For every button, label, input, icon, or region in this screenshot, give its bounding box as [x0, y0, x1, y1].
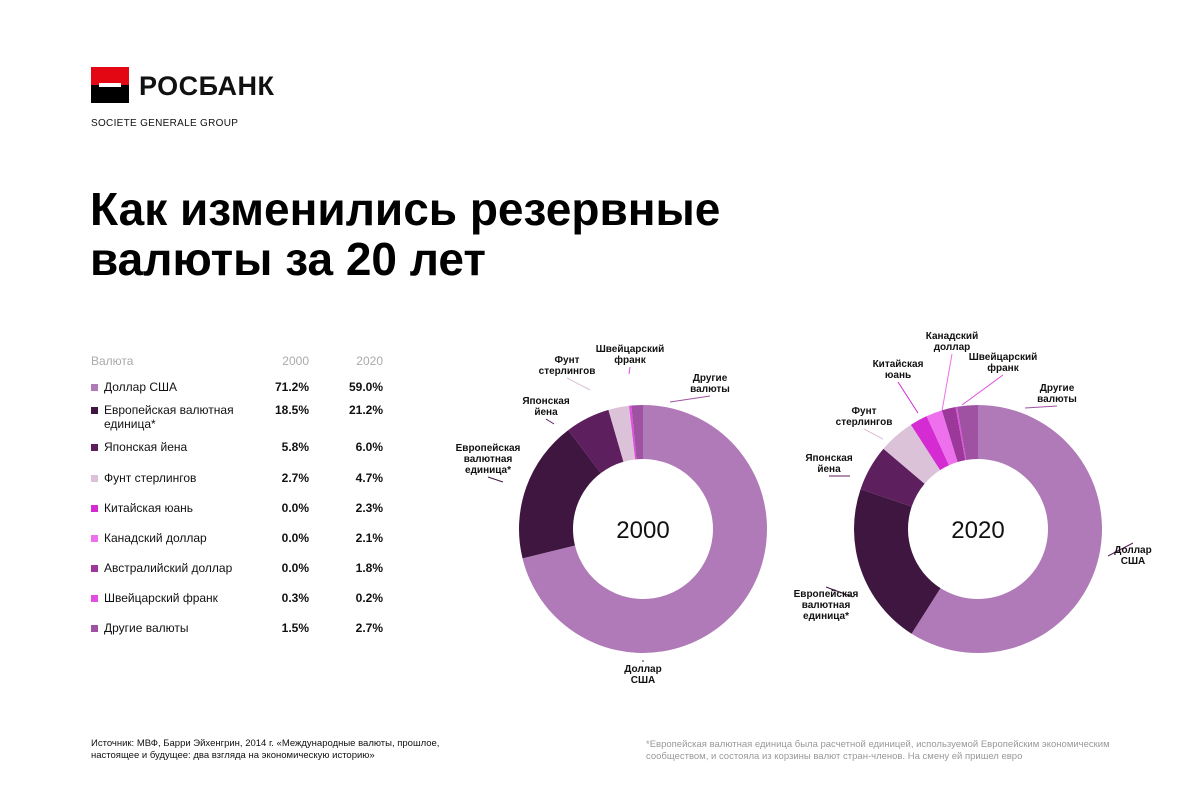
leader-line: [1107, 542, 1134, 557]
chart-center-label: 2000: [616, 517, 669, 544]
slice-label: Фунт стерлингов: [836, 406, 893, 428]
donut-chart-2020: Доллар США Европейская валютная единица* Япон…: [794, 331, 1152, 653]
row-value-2020: 21.2%: [348, 403, 383, 417]
slice-2020-другие-валюты: [957, 405, 978, 461]
slice-label: Японская йена: [805, 453, 853, 475]
slice-label: Доллар США: [624, 664, 661, 686]
legend-swatch: [91, 475, 98, 482]
row-currency-name: Фунт стерлингов: [104, 471, 197, 485]
slice-label: Канадский доллар: [926, 331, 978, 353]
slice-2000-японская-йена: [568, 409, 624, 474]
slice-label: Доллар США: [1114, 545, 1151, 567]
brand-group: SOCIETE GENERALE GROUP: [91, 118, 239, 129]
row-value-2000: 71.2%: [274, 380, 309, 394]
row-currency-name: Канадский доллар: [104, 531, 207, 545]
row-value-2000: 0.0%: [281, 501, 309, 515]
slice-2020-швейцарский-франк: [955, 406, 967, 461]
donut-charts: Доллар США Европейская валютная единица* Япон…: [456, 331, 1152, 686]
slice-2020-японская-йена: [860, 448, 925, 507]
row-value-2020: 2.1%: [355, 531, 383, 545]
slice-2020-австралийский-доллар: [941, 407, 966, 463]
header-2020: 2020: [356, 354, 383, 368]
row-value-2000: 0.0%: [281, 561, 309, 575]
slice-2020-доллар-сша: [911, 405, 1102, 653]
leader-line: [566, 377, 591, 391]
leader-line: [941, 353, 953, 412]
legend-swatch: [91, 625, 98, 632]
leader-line: [961, 374, 1004, 406]
row-value-2020: 2.7%: [355, 621, 383, 635]
leader-line: [1024, 405, 1058, 409]
slice-label: Китайская юань: [873, 359, 924, 381]
slice-label: Швейцарский франк: [969, 352, 1038, 374]
leader-line: [669, 395, 711, 403]
legend-swatch: [91, 535, 98, 542]
slice-2000-другие-валюты: [631, 405, 643, 460]
row-value-2000: 1.5%: [281, 621, 309, 635]
slice-2020-фунт-стерлингов: [883, 424, 941, 484]
slice-label: Японская йена: [522, 396, 570, 418]
slice-label: Европейская валютная единица*: [794, 589, 859, 622]
footnote: *Европейская валютная единица была расче…: [646, 739, 1110, 762]
leader-line: [628, 366, 631, 375]
leader-line: [487, 476, 504, 483]
legend-swatch: [91, 505, 98, 512]
row-currency-name: Другие валюты: [104, 621, 189, 635]
header-2000: 2000: [282, 354, 309, 368]
slice-label: Европейская валютная единица*: [456, 443, 521, 476]
row-currency-name: Доллар США: [104, 380, 178, 394]
row-value-2020: 2.3%: [355, 501, 383, 515]
leader-line: [825, 586, 854, 598]
slice-label: Другие валюты: [1037, 383, 1077, 405]
slice-2000-фунт-стерлингов: [608, 405, 636, 462]
row-value-2020: 0.2%: [355, 591, 383, 605]
row-currency-name: Европейская валютная единица*: [104, 403, 234, 431]
slice-2020-канадский-доллар: [926, 410, 958, 466]
slice-label: Фунт стерлингов: [539, 355, 596, 377]
row-value-2020: 4.7%: [355, 471, 383, 485]
row-value-2000: 5.8%: [281, 440, 309, 454]
row-value-2000: 0.0%: [281, 531, 309, 545]
slice-2020-европейская-валютная-единица: [854, 489, 941, 634]
row-currency-name: Японская йена: [104, 440, 188, 454]
header-currency: Валюта: [91, 354, 134, 368]
row-currency-name: Австралийский доллар: [104, 561, 233, 575]
slice-2000-швейцарский-франк: [629, 405, 637, 460]
row-currency-name: Швейцарский франк: [104, 591, 218, 605]
logo-mark-icon: [91, 67, 129, 103]
slice-label: Другие валюты: [690, 373, 730, 395]
row-value-2000: 18.5%: [274, 403, 309, 417]
slice-label: Швейцарский франк: [596, 344, 665, 366]
brand-name: РОСБАНК: [139, 71, 275, 101]
page-title: Как изменились резервные валюты за 20 ле…: [90, 183, 721, 285]
legend-swatch: [91, 565, 98, 572]
row-value-2000: 0.3%: [281, 591, 309, 605]
source-note: Источник: МВФ, Барри Эйхенгрин, 2014 г. …: [91, 738, 440, 761]
slice-2000-европейская-валютная-единица: [519, 430, 601, 559]
row-value-2020: 59.0%: [348, 380, 383, 394]
slice-2000-доллар-сша: [522, 405, 767, 653]
leader-line: [897, 381, 919, 414]
row-value-2020: 1.8%: [355, 561, 383, 575]
row-currency-name: Китайская юань: [104, 501, 194, 515]
donut-chart-2000: Доллар США Европейская валютная единица* Япон…: [456, 344, 767, 686]
leader-line: [863, 428, 884, 440]
legend-swatch: [91, 384, 98, 391]
leader-line: [545, 418, 555, 425]
row-value-2000: 2.7%: [281, 471, 309, 485]
row-value-2020: 6.0%: [355, 440, 383, 454]
slice-2020-китайская-юань: [910, 416, 949, 471]
chart-center-label: 2020: [951, 517, 1004, 544]
legend-swatch: [91, 444, 98, 451]
legend-swatch: [91, 407, 98, 414]
legend-swatch: [91, 595, 98, 602]
table-header: Валюта 2000 2020: [91, 352, 391, 370]
